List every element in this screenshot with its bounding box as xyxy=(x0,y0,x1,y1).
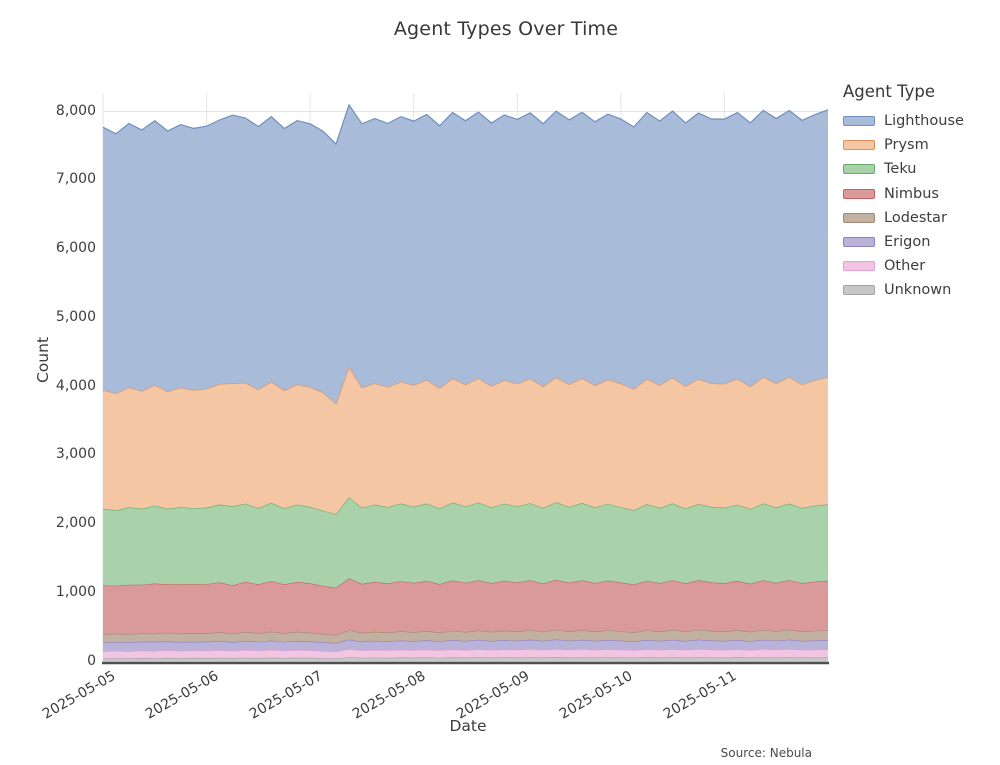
legend-item-prysm[interactable]: Prysm xyxy=(843,133,964,157)
area-lighthouse[interactable] xyxy=(103,104,828,404)
legend-swatch-prysm-icon xyxy=(843,140,875,151)
area-teku[interactable] xyxy=(103,497,828,588)
legend-item-nimbus[interactable]: Nimbus xyxy=(843,182,964,206)
legend-swatch-unknown-icon xyxy=(843,285,875,296)
legend-swatch-teku-icon xyxy=(843,164,875,175)
y-tick-7000: 7,000 xyxy=(55,171,96,188)
legend-swatch-lighthouse-icon xyxy=(843,116,875,127)
y-tick-4000: 4,000 xyxy=(55,377,96,394)
legend-swatch-other-icon xyxy=(843,261,875,272)
chart-title: Agent Types Over Time xyxy=(393,18,619,40)
x-axis-title: Date xyxy=(449,717,487,735)
legend-swatch-lodestar-icon xyxy=(843,212,875,223)
legend-item-erigon[interactable]: Erigon xyxy=(843,230,964,254)
legend-title: Agent Type xyxy=(843,82,935,101)
y-tick-1000: 1,000 xyxy=(55,583,96,600)
area-lodestar[interactable] xyxy=(103,629,828,644)
legend-label-unknown: Unknown xyxy=(884,282,952,299)
legend-swatch-nimbus-icon xyxy=(843,188,875,199)
y-tick-5000: 5,000 xyxy=(55,308,96,325)
legend-label-other: Other xyxy=(884,258,926,275)
y-tick-8000: 8,000 xyxy=(55,102,96,119)
y-tick-6000: 6,000 xyxy=(55,240,96,256)
legend: Agent Type Lighthouse Prysm Teku Nimbus Lode… xyxy=(843,82,964,303)
legend-item-other[interactable]: Other xyxy=(843,254,964,278)
y-tick-0: 0 xyxy=(87,652,96,669)
legend-label-prysm: Prysm xyxy=(884,137,929,154)
legend-item-teku[interactable]: Teku xyxy=(843,157,964,181)
legend-label-lodestar: Lodestar xyxy=(884,209,947,226)
source-note: Source: Nebula xyxy=(720,746,812,760)
line-lighthouse xyxy=(102,103,829,146)
legend-label-nimbus: Nimbus xyxy=(884,185,939,202)
legend-item-lodestar[interactable]: Lodestar xyxy=(843,206,964,230)
area-nimbus[interactable] xyxy=(103,578,828,635)
legend-item-lighthouse[interactable]: Lighthouse xyxy=(843,109,964,133)
area-prysm[interactable] xyxy=(103,366,828,515)
legend-label-erigon: Erigon xyxy=(884,234,931,251)
legend-swatch-erigon-icon xyxy=(843,237,875,248)
legend-item-unknown[interactable]: Unknown xyxy=(843,278,964,302)
area-other[interactable] xyxy=(103,648,828,659)
legend-label-lighthouse: Lighthouse xyxy=(884,113,964,130)
legend-items: Lighthouse Prysm Teku Nimbus Lodestar Erigon O… xyxy=(843,109,964,303)
area-erigon[interactable] xyxy=(103,639,828,652)
y-tick-2000: 2,000 xyxy=(55,515,96,531)
legend-label-teku: Teku xyxy=(884,161,917,178)
y-tick-3000: 3,000 xyxy=(55,446,96,463)
